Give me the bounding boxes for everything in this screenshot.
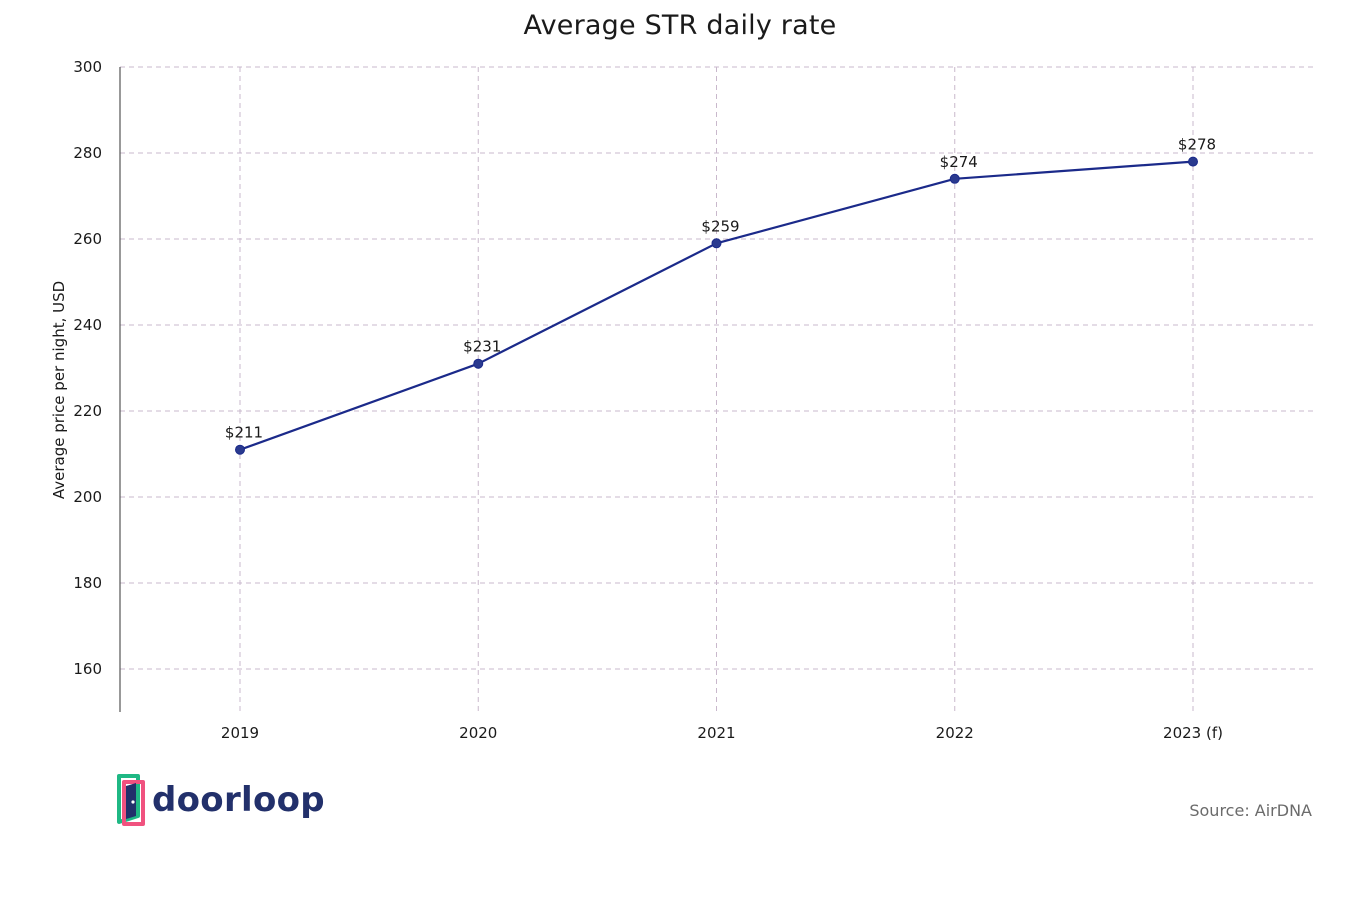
data-point: [1188, 156, 1198, 167]
label-layer: $211 $231 $259 $274 $278: [225, 136, 1216, 442]
data-point: [473, 358, 484, 369]
x-tick-label: 2023 (f): [1163, 724, 1223, 742]
source-note: Source: AirDNA: [1189, 801, 1312, 820]
y-tick-label: 220: [73, 402, 102, 420]
data-label: $259: [701, 217, 739, 235]
data-point: [235, 444, 245, 455]
data-point: [949, 173, 960, 184]
doorloop-logo: doorloop: [116, 772, 325, 828]
data-point: [711, 238, 722, 249]
y-tick-label: 260: [73, 230, 102, 248]
x-tick-label: 2021: [697, 724, 735, 742]
data-label: $278: [1178, 136, 1216, 154]
logo-text: doorloop: [152, 780, 325, 820]
y-tick-label: 240: [73, 316, 102, 334]
x-tick-label: 2020: [459, 724, 497, 742]
y-tick-label: 200: [73, 488, 102, 506]
data-label: $231: [463, 338, 501, 356]
door-logo-icon: [117, 774, 145, 826]
series-layer: [235, 156, 1198, 455]
y-tick-label: 180: [73, 574, 102, 592]
y-tick-label: 300: [73, 58, 102, 76]
x-tick-label: 2019: [221, 724, 259, 742]
y-axis-title: Average price per night, USD: [50, 281, 68, 499]
y-tick-label: 160: [73, 660, 102, 678]
data-label: $274: [940, 153, 978, 171]
axis-layer: 160 180 200 220 240 260 280 300 2019 2020 2021 2022…: [73, 58, 1223, 742]
x-tick-label: 2022: [936, 724, 974, 742]
grid-layer: [120, 66, 1313, 712]
y-tick-label: 280: [73, 144, 102, 162]
chart-title: Average STR daily rate: [523, 10, 837, 41]
data-label: $211: [225, 424, 263, 442]
